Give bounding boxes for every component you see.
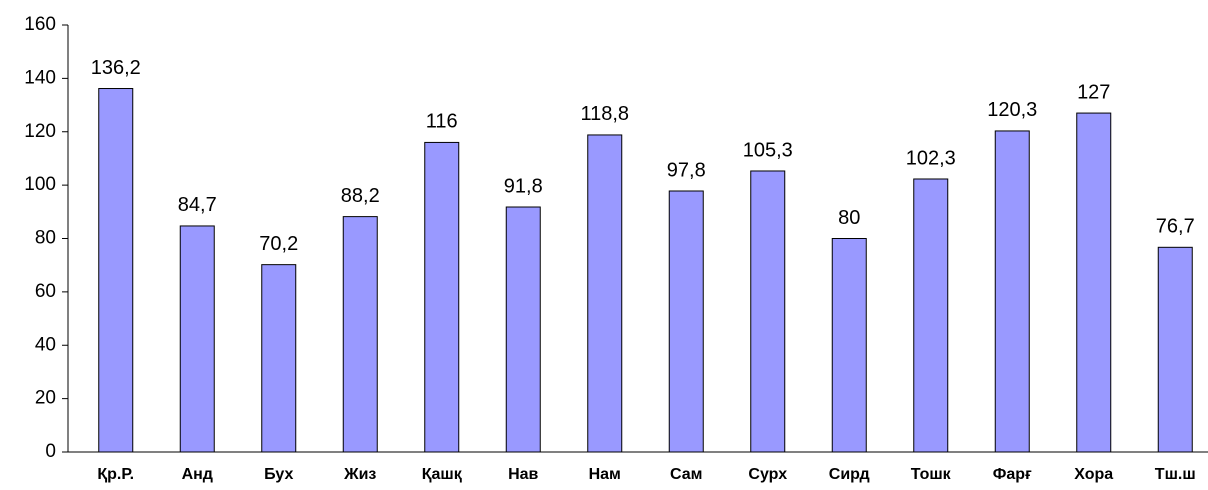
y-tick-label: 60 bbox=[35, 281, 56, 302]
value-label: 105,3 bbox=[743, 139, 793, 161]
value-label: 118,8 bbox=[580, 103, 629, 125]
y-tick-label: 140 bbox=[24, 67, 56, 88]
value-label: 136,2 bbox=[91, 57, 141, 79]
bar bbox=[342, 216, 378, 453]
value-label: 70,2 bbox=[259, 233, 298, 255]
value-label: 91,8 bbox=[504, 175, 543, 197]
value-label: 120,3 bbox=[987, 99, 1037, 121]
bar bbox=[1157, 246, 1193, 453]
x-tick-label: Қр.Р. bbox=[97, 466, 134, 483]
x-tick-label: Сурх bbox=[748, 466, 787, 483]
x-tick-label: Қашқ bbox=[422, 466, 463, 483]
x-tick-label: Нав bbox=[508, 466, 538, 483]
x-tick-label: Фарғ bbox=[993, 466, 1032, 483]
bar bbox=[1076, 112, 1112, 453]
y-tick-label: 20 bbox=[35, 388, 56, 409]
y-tick-label: 120 bbox=[24, 121, 56, 142]
x-tick-label: Тошк bbox=[911, 466, 952, 483]
value-label: 127 bbox=[1077, 81, 1110, 103]
bar bbox=[261, 264, 297, 453]
x-tick-label: Хора bbox=[1074, 466, 1113, 483]
value-label: 88,2 bbox=[341, 185, 380, 207]
x-tick-label: Жиз bbox=[343, 466, 376, 483]
value-label: 76,7 bbox=[1156, 216, 1195, 238]
y-tick-label: 100 bbox=[24, 174, 56, 195]
x-tick-label: Нам bbox=[589, 466, 621, 483]
value-label: 84,7 bbox=[178, 194, 217, 216]
value-label: 80 bbox=[838, 207, 860, 229]
x-tick-label: Сирд bbox=[829, 466, 870, 483]
x-tick-label: Сам bbox=[670, 466, 702, 483]
x-tick-label: Тш.ш bbox=[1155, 466, 1196, 483]
y-tick-label: 160 bbox=[24, 14, 56, 35]
x-tick-label: Бух bbox=[264, 466, 293, 483]
y-tick-label: 80 bbox=[35, 228, 56, 249]
x-tick-label: Анд bbox=[182, 466, 213, 483]
bar bbox=[668, 190, 704, 453]
value-label: 102,3 bbox=[906, 147, 956, 169]
value-label: 116 bbox=[426, 111, 458, 133]
bar bbox=[505, 206, 541, 453]
bar bbox=[179, 225, 215, 453]
y-tick-label: 40 bbox=[35, 334, 56, 355]
bar bbox=[913, 178, 949, 453]
y-tick-label: 0 bbox=[45, 441, 56, 462]
bar bbox=[831, 238, 867, 453]
bar bbox=[424, 141, 460, 453]
value-label: 97,8 bbox=[667, 159, 706, 181]
bar bbox=[994, 130, 1030, 453]
bar bbox=[750, 170, 786, 453]
bar bbox=[587, 134, 623, 453]
bar bbox=[98, 88, 134, 453]
